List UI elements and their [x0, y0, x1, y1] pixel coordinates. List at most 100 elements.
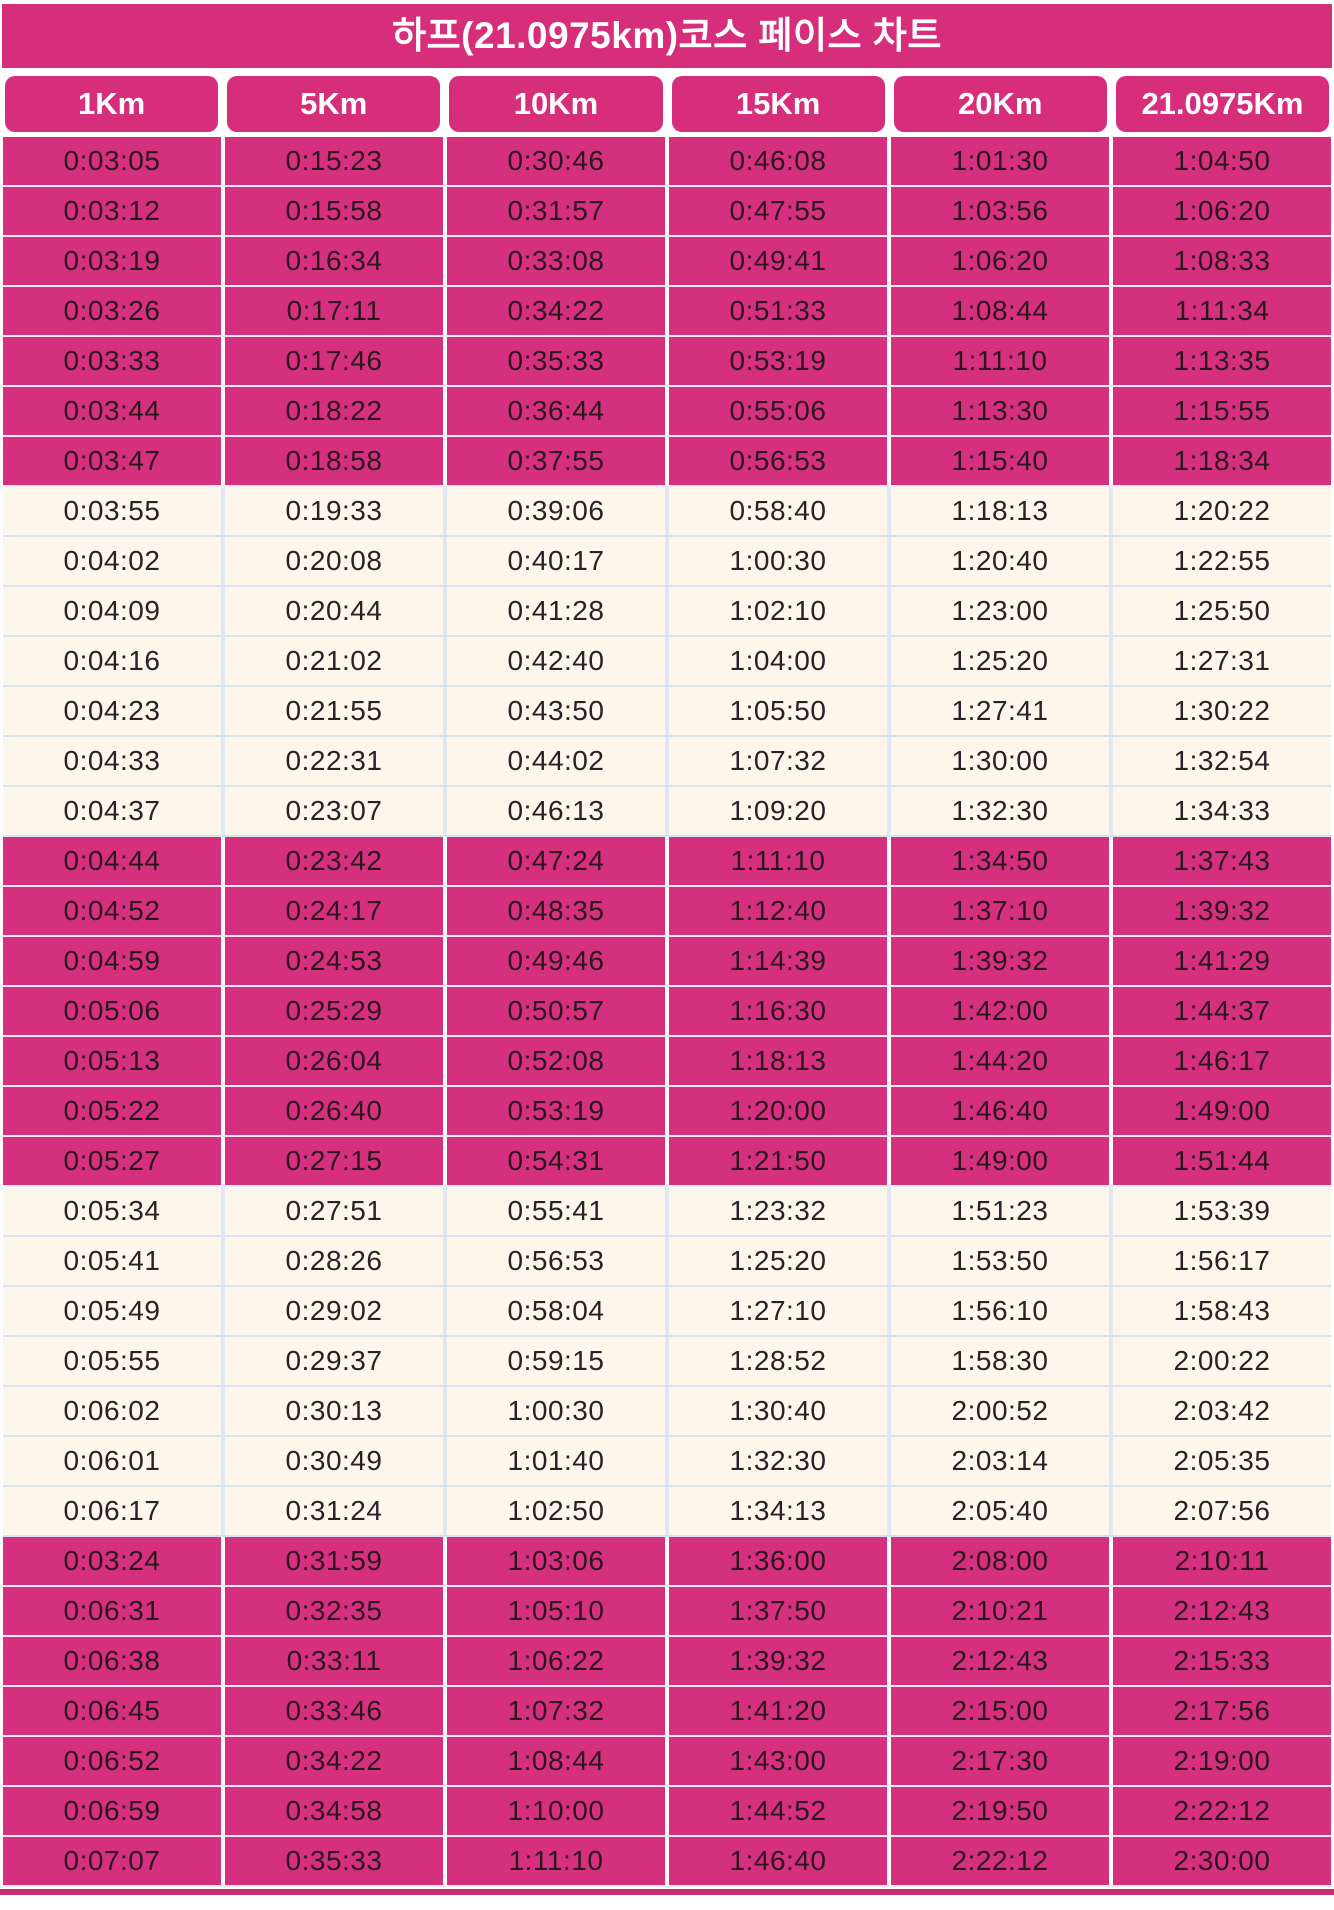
time-cell: 1:53:39 — [1113, 1187, 1331, 1235]
time-cell: 2:12:43 — [1113, 1587, 1331, 1635]
column-header: 21.0975Km — [1115, 76, 1330, 132]
time-cell: 1:27:41 — [891, 687, 1113, 735]
time-cell: 0:56:53 — [447, 1237, 669, 1285]
time-cell: 0:50:57 — [447, 987, 669, 1035]
time-cell: 0:34:22 — [447, 287, 669, 335]
time-cell: 0:46:13 — [447, 787, 669, 835]
time-cell: 0:06:45 — [3, 1687, 225, 1735]
time-cell: 0:15:58 — [225, 187, 447, 235]
time-cell: 1:34:33 — [1113, 787, 1331, 835]
time-cell: 0:18:22 — [225, 387, 447, 435]
time-cell: 0:37:55 — [447, 437, 669, 485]
time-cell: 2:00:22 — [1113, 1337, 1331, 1385]
time-cell: 2:03:42 — [1113, 1387, 1331, 1435]
time-cell: 2:10:21 — [891, 1587, 1113, 1635]
time-cell: 0:46:08 — [669, 137, 891, 185]
time-cell: 0:33:11 — [225, 1637, 447, 1685]
time-cell: 0:04:59 — [3, 937, 225, 985]
table-row: 0:06:59 0:34:58 1:10:00 1:44:52 2:19:50 2:22:… — [3, 1787, 1331, 1837]
time-cell: 1:10:00 — [447, 1787, 669, 1835]
time-cell: 1:27:10 — [669, 1287, 891, 1335]
time-cell: 0:04:37 — [3, 787, 225, 835]
time-cell: 0:29:02 — [225, 1287, 447, 1335]
table-row: 0:04:09 0:20:44 0:41:28 1:02:10 1:23:00 1:25:… — [3, 587, 1331, 637]
time-cell: 0:23:42 — [225, 837, 447, 885]
table-row: 0:03:12 0:15:58 0:31:57 0:47:55 1:03:56 1:06:… — [3, 187, 1331, 237]
table-row: 0:03:19 0:16:34 0:33:08 0:49:41 1:06:20 1:08:… — [3, 237, 1331, 287]
time-cell: 1:37:43 — [1113, 837, 1331, 885]
time-cell: 0:48:35 — [447, 887, 669, 935]
time-cell: 2:12:43 — [891, 1637, 1113, 1685]
time-cell: 1:08:44 — [447, 1737, 669, 1785]
time-cell: 0:04:16 — [3, 637, 225, 685]
time-cell: 0:05:13 — [3, 1037, 225, 1085]
time-cell: 0:49:41 — [669, 237, 891, 285]
time-cell: 1:18:13 — [891, 487, 1113, 535]
time-cell: 0:05:06 — [3, 987, 225, 1035]
time-cell: 1:46:40 — [891, 1087, 1113, 1135]
time-cell: 2:03:14 — [891, 1437, 1113, 1485]
time-cell: 0:25:29 — [225, 987, 447, 1035]
time-cell: 0:21:02 — [225, 637, 447, 685]
table-row: 0:03:33 0:17:46 0:35:33 0:53:19 1:11:10 1:13:… — [3, 337, 1331, 387]
time-cell: 1:11:34 — [1113, 287, 1331, 335]
time-cell: 0:33:46 — [225, 1687, 447, 1735]
time-cell: 1:08:44 — [891, 287, 1113, 335]
table-row: 0:04:16 0:21:02 0:42:40 1:04:00 1:25:20 1:27:… — [3, 637, 1331, 687]
time-cell: 1:05:50 — [669, 687, 891, 735]
time-cell: 1:11:10 — [447, 1837, 669, 1885]
time-cell: 1:28:52 — [669, 1337, 891, 1385]
table-row: 0:06:31 0:32:35 1:05:10 1:37:50 2:10:21 2:12:… — [3, 1587, 1331, 1637]
time-cell: 1:30:40 — [669, 1387, 891, 1435]
time-cell: 1:13:30 — [891, 387, 1113, 435]
time-cell: 1:41:29 — [1113, 937, 1331, 985]
time-cell: 1:44:20 — [891, 1037, 1113, 1085]
time-cell: 1:01:40 — [447, 1437, 669, 1485]
time-cell: 1:11:10 — [669, 837, 891, 885]
time-cell: 0:49:46 — [447, 937, 669, 985]
time-cell: 1:14:39 — [669, 937, 891, 985]
time-cell: 0:05:49 — [3, 1287, 225, 1335]
time-cell: 0:35:33 — [447, 337, 669, 385]
time-cell: 1:21:50 — [669, 1137, 891, 1185]
time-cell: 0:04:02 — [3, 537, 225, 585]
table-row: 0:05:41 0:28:26 0:56:53 1:25:20 1:53:50 1:56:… — [3, 1237, 1331, 1287]
time-cell: 1:44:52 — [669, 1787, 891, 1835]
time-cell: 0:53:19 — [447, 1087, 669, 1135]
table-header-row: 1Km 5Km 10Km 15Km 20Km 21.0975Km — [0, 76, 1334, 132]
time-cell: 1:25:20 — [669, 1237, 891, 1285]
time-cell: 0:15:23 — [225, 137, 447, 185]
time-cell: 2:07:56 — [1113, 1487, 1331, 1535]
time-cell: 2:15:33 — [1113, 1637, 1331, 1685]
time-cell: 1:39:32 — [891, 937, 1113, 985]
table-row: 0:04:59 0:24:53 0:49:46 1:14:39 1:39:32 1:41:… — [3, 937, 1331, 987]
time-cell: 1:23:32 — [669, 1187, 891, 1235]
time-cell: 0:40:17 — [447, 537, 669, 585]
time-cell: 2:30:00 — [1113, 1837, 1331, 1885]
time-cell: 1:20:40 — [891, 537, 1113, 585]
time-cell: 0:30:49 — [225, 1437, 447, 1485]
table-row: 0:03:55 0:19:33 0:39:06 0:58:40 1:18:13 1:20:… — [3, 487, 1331, 537]
pace-table-body: 0:03:05 0:15:23 0:30:46 0:46:08 1:01:30 1:04:… — [3, 137, 1331, 1887]
time-cell: 2:17:56 — [1113, 1687, 1331, 1735]
time-cell: 1:16:30 — [669, 987, 891, 1035]
time-cell: 0:03:19 — [3, 237, 225, 285]
time-cell: 0:05:27 — [3, 1137, 225, 1185]
time-cell: 2:17:30 — [891, 1737, 1113, 1785]
time-cell: 1:18:13 — [669, 1037, 891, 1085]
time-cell: 2:22:12 — [1113, 1787, 1331, 1835]
table-row: 0:03:47 0:18:58 0:37:55 0:56:53 1:15:40 1:18:… — [3, 437, 1331, 487]
time-cell: 1:46:17 — [1113, 1037, 1331, 1085]
time-cell: 1:34:13 — [669, 1487, 891, 1535]
column-header: 1Km — [5, 76, 219, 132]
time-cell: 1:15:55 — [1113, 387, 1331, 435]
time-cell: 2:19:00 — [1113, 1737, 1331, 1785]
time-cell: 0:06:01 — [3, 1437, 225, 1485]
time-cell: 1:32:30 — [669, 1437, 891, 1485]
time-cell: 0:04:33 — [3, 737, 225, 785]
time-cell: 1:36:00 — [669, 1537, 891, 1585]
time-cell: 1:09:20 — [669, 787, 891, 835]
time-cell: 1:02:50 — [447, 1487, 669, 1535]
time-cell: 1:30:00 — [891, 737, 1113, 785]
